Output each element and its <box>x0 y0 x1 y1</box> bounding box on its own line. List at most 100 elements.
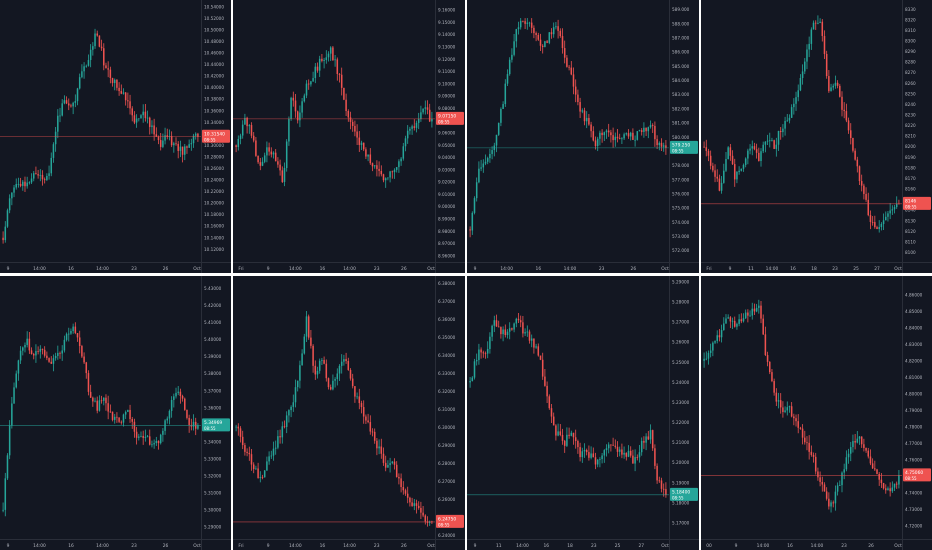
candle-body <box>876 227 878 230</box>
candle-body <box>594 140 597 147</box>
candle-body <box>526 331 529 333</box>
candle-body <box>279 164 281 171</box>
candle-body <box>413 126 416 128</box>
chart-svg: 5.43000 5.42000 5.41000 5.40000 5.39000 5.380… <box>0 276 231 550</box>
chart-pane-4[interactable]: 8330 8320 8310 8300 8290 8280 8270 8260 8250 8240… <box>701 0 932 273</box>
candle-body <box>495 134 498 146</box>
candle-body <box>612 135 614 141</box>
candle-body <box>707 150 710 156</box>
chart-pane-3[interactable]: 589.000 588.000 587.000 586.000 585.000 584.0… <box>467 0 699 273</box>
y-tick-label: 8200 <box>905 144 916 149</box>
candle-body <box>431 118 433 122</box>
y-tick-label: 4.78000 <box>905 424 923 429</box>
chart-pane-6[interactable]: 6.38000 6.37000 6.36000 6.35000 6.34000 6.330… <box>233 276 465 550</box>
y-tick-label: 588.000 <box>672 21 690 26</box>
chart-pane-7[interactable]: 5.29000 5.28000 5.27000 5.26000 5.25000 5.240… <box>467 276 699 550</box>
candle-body <box>583 110 586 122</box>
candle-body <box>241 436 244 446</box>
x-tick-label: Oct <box>661 266 669 272</box>
y-tick-label: 9.08000 <box>438 106 456 111</box>
candle-body <box>327 53 330 58</box>
candle-body <box>517 27 520 30</box>
candle-body <box>155 440 158 444</box>
y-tick-label: 5.23000 <box>672 400 690 405</box>
candle-body <box>131 108 134 116</box>
candle-body <box>373 165 376 167</box>
candle-body <box>878 227 880 230</box>
candle-body <box>764 141 767 145</box>
x-tick-label: 25 <box>853 266 859 272</box>
y-tick-label: 8.98000 <box>438 229 456 234</box>
chart-pane-8[interactable]: 4.86000 4.85000 4.84000 4.83000 4.82000 4.810… <box>701 276 932 550</box>
candle-body <box>482 352 485 354</box>
candle-body <box>4 226 7 241</box>
chart-pane-5[interactable]: 5.43000 5.42000 5.41000 5.40000 5.39000 5.380… <box>0 276 231 550</box>
candle-body <box>255 140 257 156</box>
y-tick-label: 9.15000 <box>438 20 456 25</box>
y-tick-label: 9.00000 <box>438 204 456 209</box>
chart-svg: 5.29000 5.28000 5.27000 5.26000 5.25000 5.240… <box>467 276 699 550</box>
candle-body <box>103 48 105 66</box>
candle-body <box>8 198 11 211</box>
candle-body <box>67 333 70 335</box>
candle-body <box>508 328 511 332</box>
candle-body <box>581 451 584 458</box>
candle-body <box>37 174 39 176</box>
candle-body <box>63 339 66 351</box>
candle-body <box>623 452 625 455</box>
candle-body <box>190 143 193 145</box>
x-tick-label: Oct <box>427 543 435 549</box>
candle-body <box>144 436 147 438</box>
candle-body <box>625 452 628 457</box>
candle-body <box>263 470 266 478</box>
candle-body <box>120 421 123 423</box>
candle-body <box>54 355 57 359</box>
x-tick-label: 26 <box>163 266 169 272</box>
x-tick-label: Oct <box>193 543 201 549</box>
x-tick-label: 16 <box>68 543 74 549</box>
y-tick-label: 574.000 <box>672 220 690 225</box>
candle-body <box>621 449 623 455</box>
candle-body <box>788 406 791 408</box>
y-tick-label: 6.26000 <box>438 497 456 502</box>
chart-pane-1[interactable]: 10.54000 10.52000 10.50000 10.48000 10.46000… <box>0 0 231 273</box>
y-tick-label: 6.30000 <box>438 425 456 430</box>
candle-body <box>281 170 284 182</box>
candle-body <box>46 355 48 359</box>
candle-body <box>384 178 387 181</box>
candle-body <box>398 476 400 479</box>
candle-body <box>541 359 544 377</box>
candle-body <box>537 346 540 356</box>
candle-body <box>285 415 288 427</box>
candle-body <box>391 171 394 173</box>
candle-body <box>804 61 806 72</box>
candle-body <box>762 318 764 335</box>
candle-body <box>654 125 656 140</box>
x-tick-label: 23 <box>832 266 838 272</box>
candle-body <box>656 139 658 146</box>
y-tick-label: 6.38000 <box>438 281 456 286</box>
candle-body <box>539 355 542 360</box>
candle-body <box>255 468 257 470</box>
candle-body <box>329 387 332 390</box>
candle-body <box>78 77 81 89</box>
candle-body <box>122 92 125 94</box>
y-axis-ticks: 10.54000 10.52000 10.50000 10.48000 10.46000… <box>204 4 224 251</box>
candle-body <box>570 432 573 436</box>
candle-body <box>197 133 199 137</box>
candle-body <box>153 443 155 445</box>
candle-body <box>22 347 24 351</box>
candle-body <box>279 436 281 438</box>
candle-body <box>627 450 630 457</box>
candle-body <box>146 117 149 119</box>
y-tick-label: 8330 <box>905 7 916 12</box>
candle-body <box>546 41 548 43</box>
y-tick-label: 8170 <box>905 176 916 181</box>
chart-pane-2[interactable]: 9.16000 9.15000 9.14000 9.13000 9.12000 9.110… <box>233 0 465 273</box>
x-tick-label: 23 <box>599 266 605 272</box>
candle-body <box>151 125 153 127</box>
y-tick-label: 586.000 <box>672 50 690 55</box>
candle-body <box>893 207 896 210</box>
y-tick-label: 5.26000 <box>672 340 690 345</box>
